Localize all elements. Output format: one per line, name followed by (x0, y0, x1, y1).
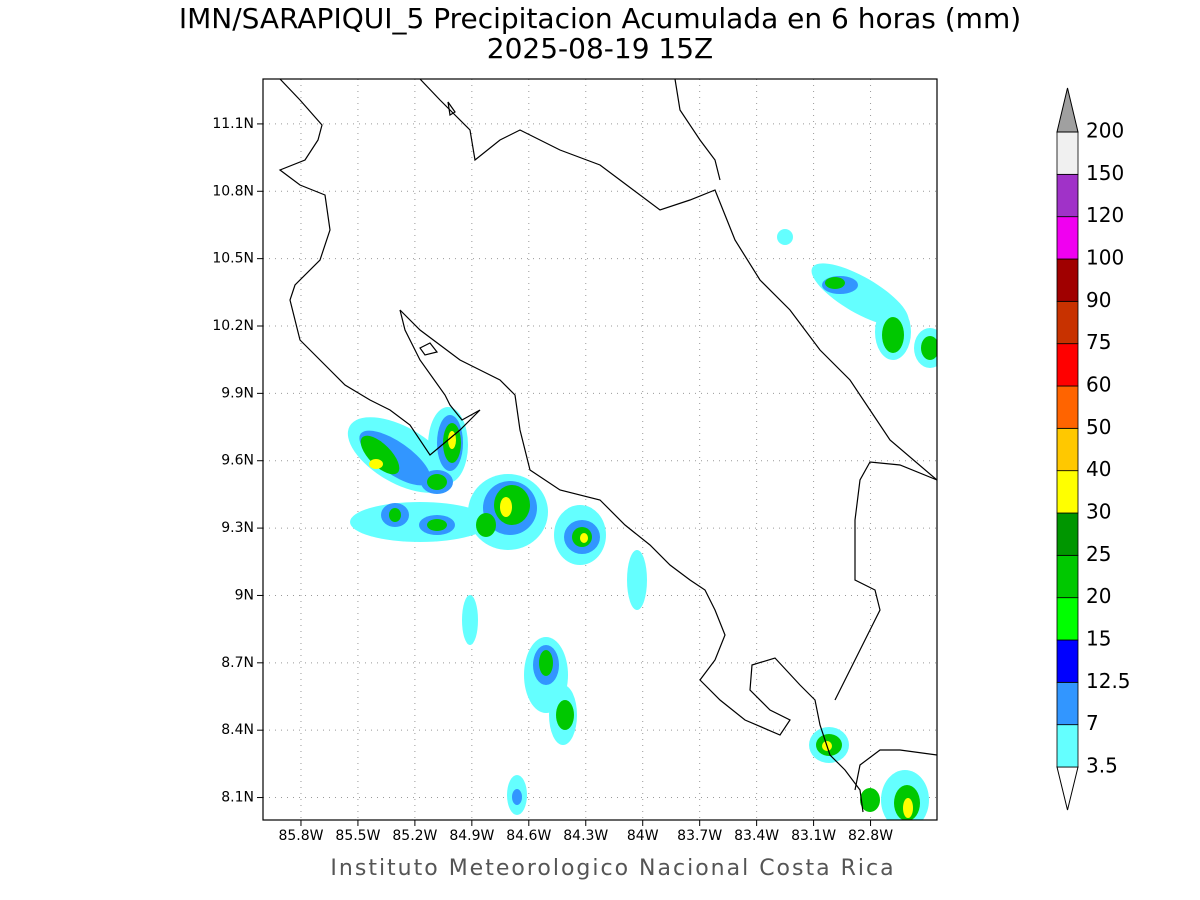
map-footer: Instituto Meteorologico Nacional Costa R… (330, 856, 895, 881)
colorbar-box (1056, 724, 1079, 768)
colorbar-label: 150 (1086, 161, 1124, 185)
colorbar-label: 12.5 (1086, 669, 1131, 693)
colorbar-low-triangle (1056, 766, 1079, 811)
colorbar-label: 60 (1086, 373, 1111, 397)
colorbar-box (1056, 216, 1079, 260)
colorbar-box (1056, 300, 1079, 345)
x-tick-label: 83.1W (791, 828, 836, 844)
colorbar-label: 120 (1086, 203, 1124, 227)
colorbar-box (1056, 385, 1079, 429)
colorbar-label: 15 (1086, 627, 1111, 651)
grid-layer (263, 79, 937, 820)
x-tick-label: 85.8W (278, 828, 323, 844)
colorbar-label: 100 (1086, 246, 1124, 270)
colorbar-high-triangle (1056, 87, 1079, 133)
colorbar-box (1056, 512, 1079, 556)
y-tick-label: 10.5N (212, 251, 254, 267)
colorbar: 3.5 7 12.5 15 20 25 30 40 50 60 75 90 100 120 150 200 (1056, 87, 1131, 811)
x-tick-label: 84.9W (449, 828, 494, 844)
y-tick-label: 10.2N (212, 318, 254, 334)
map-frame (262, 78, 938, 821)
y-tick-label: 11.1N (212, 116, 254, 132)
colorbar-label: 90 (1086, 288, 1111, 312)
colorbar-box (1056, 470, 1079, 514)
x-tick-label: 84W (627, 828, 659, 844)
y-tick-label: 9N (235, 587, 254, 603)
precipitation-layer (278, 79, 937, 820)
colorbar-box (1056, 681, 1079, 726)
x-tick-label: 84.3W (563, 828, 608, 844)
y-tick-label: 9.6N (221, 453, 254, 469)
axis-layer: 85.8W 85.5W 85.2W 84.9W 84.6W 84.3W 84W 83.7W 83… (212, 116, 893, 844)
colorbar-label: 30 (1086, 500, 1111, 524)
x-tick-label: 83.4W (734, 828, 779, 844)
x-tick-label: 82.8W (848, 828, 893, 844)
colorbar-label: 75 (1086, 330, 1111, 354)
y-tick-label: 8.1N (221, 790, 254, 806)
x-tick-label: 83.7W (677, 828, 722, 844)
y-tick-label: 8.7N (221, 655, 254, 671)
colorbar-label: 3.5 (1086, 754, 1118, 778)
colorbar-label: 20 (1086, 584, 1111, 608)
colorbar-label: 200 (1086, 119, 1124, 143)
coastlines (278, 79, 937, 813)
colorbar-box (1056, 173, 1079, 218)
colorbar-box (1056, 343, 1079, 387)
colorbar-box (1056, 258, 1079, 302)
y-tick-label: 8.4N (221, 722, 254, 738)
colorbar-box (1056, 427, 1079, 472)
y-tick-label: 9.3N (221, 520, 254, 536)
colorbar-box (1056, 597, 1079, 641)
colorbar-label: 40 (1086, 457, 1111, 481)
colorbar-label: 50 (1086, 415, 1111, 439)
x-tick-label: 85.2W (392, 828, 437, 844)
colorbar-box (1056, 131, 1079, 175)
y-tick-label: 10.8N (212, 183, 254, 199)
map-subtitle: 2025-08-19 15Z (487, 32, 713, 65)
x-tick-label: 84.6W (506, 828, 551, 844)
colorbar-label: 7 (1086, 711, 1099, 735)
y-tick-label: 9.9N (221, 385, 254, 401)
x-tick-label: 85.5W (335, 828, 380, 844)
colorbar-box (1056, 554, 1079, 599)
colorbar-box (1056, 639, 1079, 683)
colorbar-label: 25 (1086, 542, 1111, 566)
map-title: IMN/SARAPIQUI_5 Precipitacion Acumulada … (179, 2, 1021, 35)
